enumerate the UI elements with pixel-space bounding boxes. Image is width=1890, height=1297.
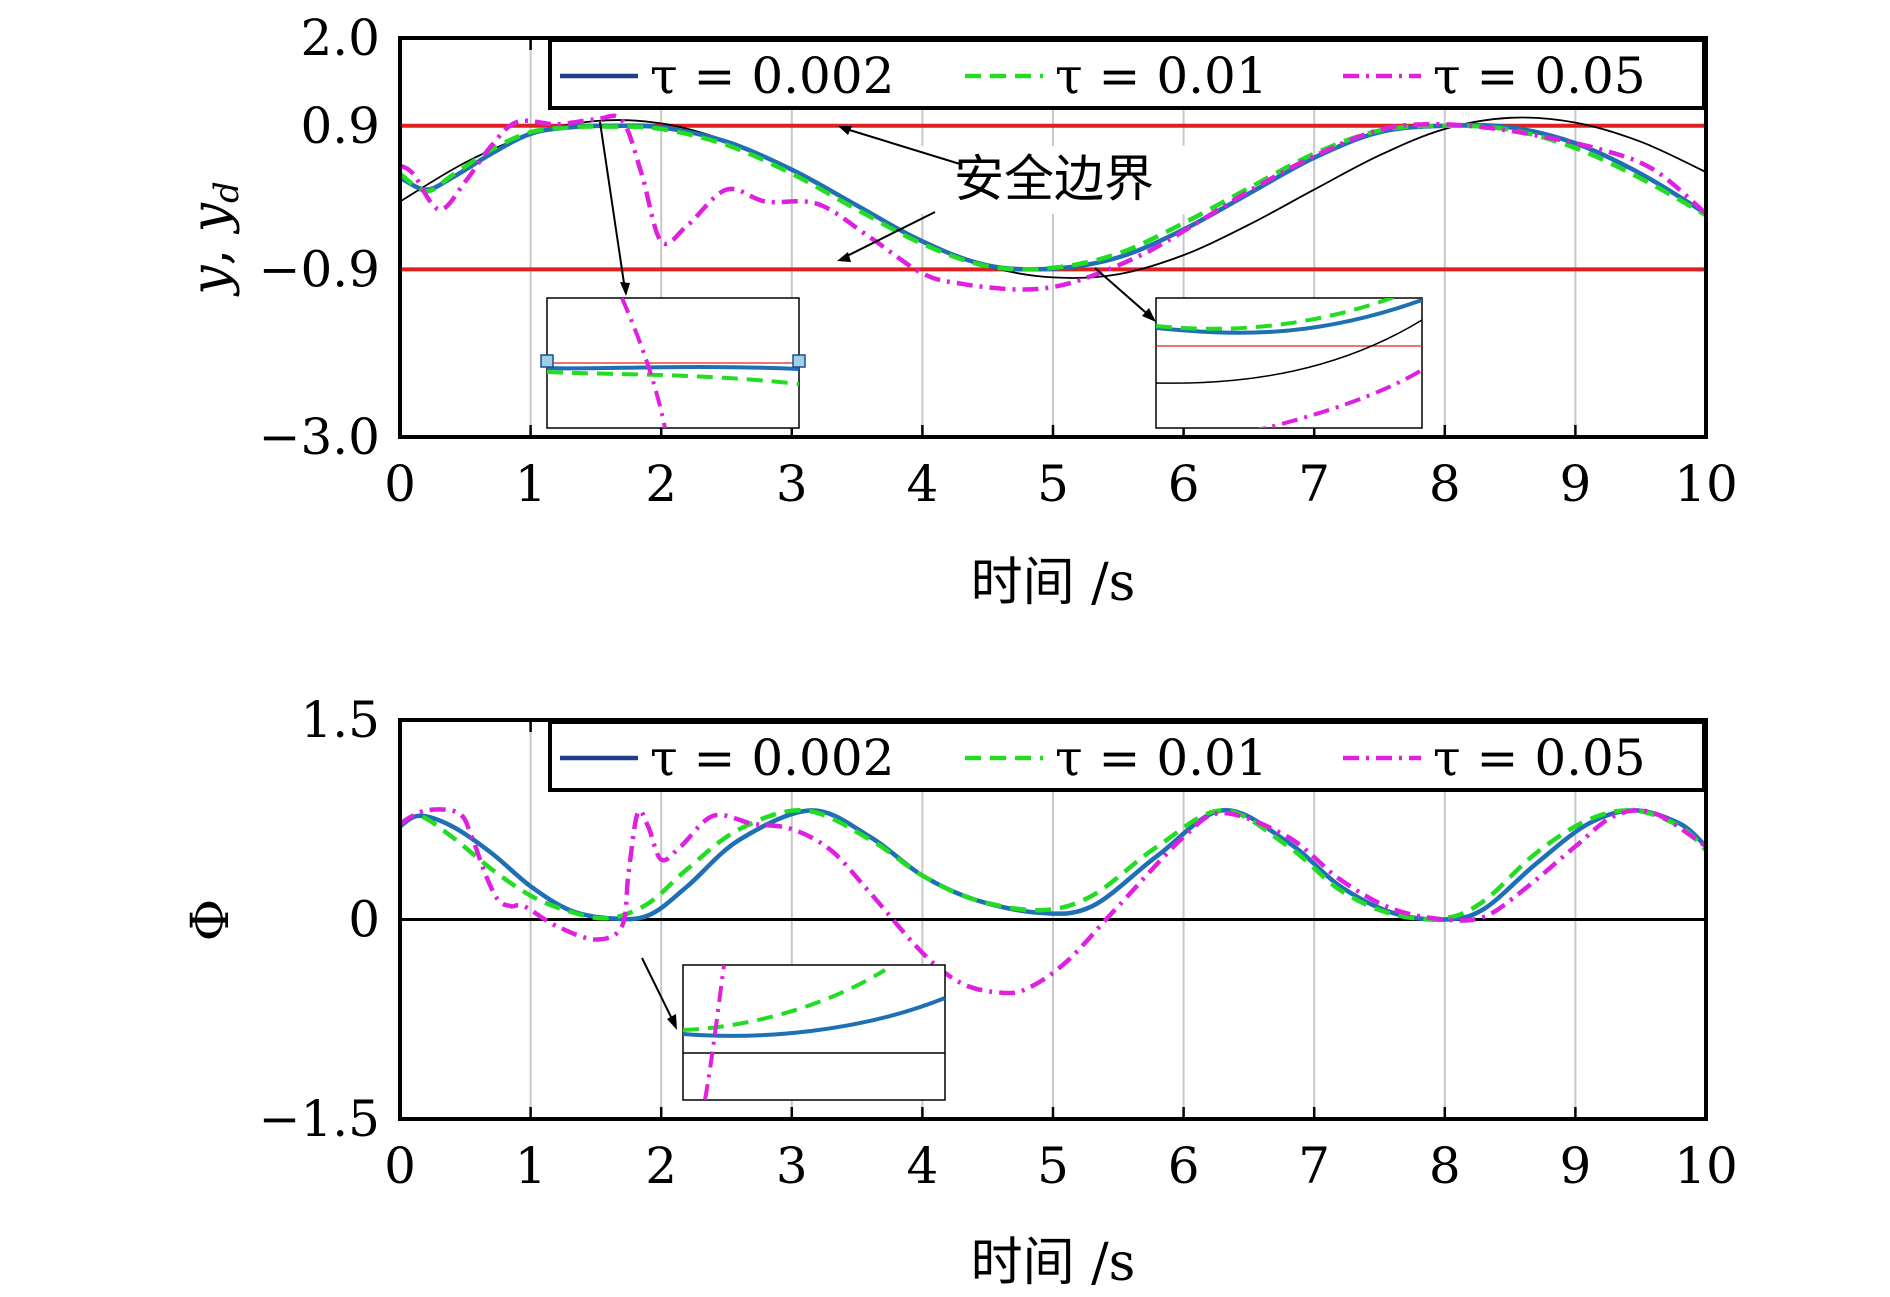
top-legend-label: τ = 0.002: [650, 47, 894, 105]
top-legend-box: [548, 38, 1706, 110]
bottom-y-tick-label: 0: [348, 891, 380, 949]
bottom-x-tick-label: 0: [384, 1137, 416, 1195]
bottom-inset-magenta: [703, 965, 726, 1100]
bottom-x-tick-label: 1: [515, 1137, 547, 1195]
bottom-inset-pointer-head: [667, 1014, 677, 1030]
top-inset-right: [1094, 267, 1423, 429]
bottom-x-tick-labels: 0 1 2 3 4 5 6 7 8 9 10: [384, 1137, 1738, 1195]
bottom-x-tick-label: 2: [645, 1137, 677, 1195]
inset-right-frame: [1155, 297, 1423, 429]
annotation-arrow-upper: [842, 127, 961, 165]
top-y-axis-label: y, yd: [181, 181, 247, 297]
bottom-y-axis-label: Φ: [181, 899, 241, 942]
top-x-tick-label: 6: [1168, 455, 1200, 513]
top-x-tick-label: 10: [1674, 455, 1738, 513]
inset-right-pointer: [1094, 267, 1153, 319]
inset-right-pointer-head: [1142, 308, 1156, 322]
inset-left-green: [547, 370, 799, 386]
annotation-arrowhead-upper: [838, 126, 852, 135]
bottom-series-1-line: [400, 807, 1706, 922]
inset-left-magenta: [620, 298, 667, 428]
top-legend: τ = 0.002 τ = 0.01 τ = 0.05: [548, 38, 1706, 110]
top-y-tick-label: −0.9: [259, 240, 380, 298]
top-x-tick-label: 7: [1298, 455, 1330, 513]
inset-right-magenta: [1257, 368, 1422, 428]
top-x-tick-label: 0: [384, 455, 416, 513]
top-y-tick-label: −3.0: [259, 408, 380, 466]
top-x-tick-label: 8: [1429, 455, 1461, 513]
annotation-background: [918, 146, 1190, 214]
inset-left-pointer-head: [620, 282, 630, 296]
bottom-x-tick-label: 3: [776, 1137, 808, 1195]
bottom-x-tick-label: 5: [1037, 1137, 1069, 1195]
inset-left-pointer: [599, 121, 626, 291]
top-y-tick-labels: 2.0 0.9 −0.9 −3.0: [259, 9, 380, 466]
chart-bottom: 0 1 2 3 4 5 6 7 8 9 10 1.50−1.5 时间 /s Φ τ = 0.002 τ…: [181, 691, 1738, 1293]
inset-left-blue: [547, 364, 799, 371]
bottom-y-tick-label: 1.5: [300, 691, 380, 749]
inset-right-blue: [1156, 298, 1422, 335]
top-series-group: [400, 113, 1706, 292]
bottom-series-group: [400, 807, 1706, 996]
top-series-1-line: [400, 123, 1706, 272]
bottom-y-tick-labels: 1.5 0 −1.5: [259, 691, 380, 1148]
bottom-legend: τ = 0.002 τ = 0.01 τ = 0.05: [548, 720, 1706, 792]
bottom-series-2-line: [400, 807, 1706, 996]
inset-right-green: [1156, 298, 1398, 331]
bottom-x-tick-label: 8: [1429, 1137, 1461, 1195]
annotation-arrow-lower: [842, 211, 936, 259]
bottom-legend-box: [548, 720, 1706, 792]
bottom-x-axis-label: 时间 /s: [971, 1233, 1136, 1293]
top-x-axis-label: 时间 /s: [971, 553, 1136, 613]
top-inset-left: [540, 121, 806, 429]
top-x-tick-label: 4: [906, 455, 938, 513]
bottom-legend-label: τ = 0.002: [650, 729, 894, 787]
bottom-inset: [641, 957, 946, 1101]
bottom-inset-blue: [683, 996, 945, 1038]
top-legend-label: τ = 0.01: [1055, 47, 1268, 105]
bottom-x-tick-label: 10: [1674, 1137, 1738, 1195]
top-x-tick-labels: 0 1 2 3 4 5 6 7 8 9 10: [384, 455, 1738, 513]
bottom-legend-label: τ = 0.05: [1433, 729, 1646, 787]
bottom-legend-label: τ = 0.01: [1055, 729, 1268, 787]
top-reference-line: [400, 116, 1706, 279]
bottom-x-tick-label: 7: [1298, 1137, 1330, 1195]
bottom-x-tick-label: 4: [906, 1137, 938, 1195]
top-x-tick-label: 5: [1037, 455, 1069, 513]
top-x-tick-label: 9: [1559, 455, 1591, 513]
top-legend-label: τ = 0.05: [1433, 47, 1646, 105]
bottom-x-tick-label: 9: [1559, 1137, 1591, 1195]
top-y-tick-label: 0.9: [300, 97, 380, 155]
top-x-tick-label: 3: [776, 455, 808, 513]
safety-boundary-annotation: 安全边界: [837, 126, 1190, 262]
annotation-arrowhead-lower: [837, 252, 851, 262]
top-x-tick-label: 1: [515, 455, 547, 513]
inset-right-reference: [1156, 319, 1422, 384]
inset-left-marker-end: [792, 354, 806, 368]
chart-top: 0 1 2 3 4 5 6 7 8 9 10 2.00.9−0.9−3.0 时间 /s y, yd …: [181, 9, 1738, 613]
top-y-tick-label: 2.0: [300, 9, 380, 67]
bottom-inset-green: [683, 968, 887, 1032]
top-series-2-line: [400, 113, 1706, 292]
top-x-tick-label: 2: [645, 455, 677, 513]
inset-left-marker-start: [540, 354, 554, 368]
bottom-inset-pointer: [641, 957, 675, 1024]
bottom-x-tick-label: 6: [1168, 1137, 1200, 1195]
annotation-label: 安全边界: [954, 150, 1154, 208]
bottom-y-tick-label: −1.5: [259, 1090, 380, 1148]
